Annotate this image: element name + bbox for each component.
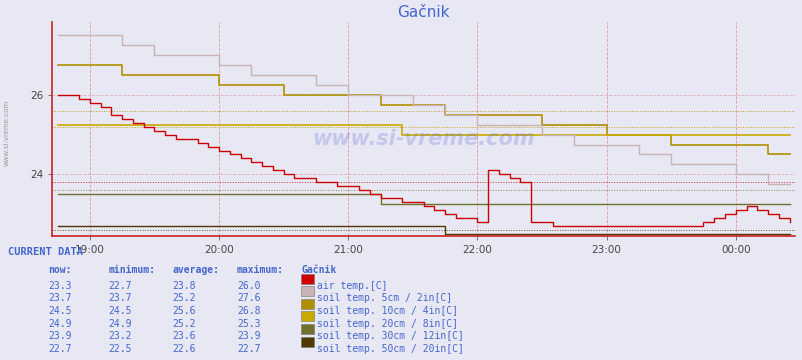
Text: soil temp. 50cm / 20in[C]: soil temp. 50cm / 20in[C] [317, 344, 464, 354]
Text: www.si-vreme.com: www.si-vreme.com [312, 129, 534, 149]
Title: Gačnik: Gačnik [397, 5, 449, 21]
Text: 22.7: 22.7 [237, 344, 260, 354]
Text: 26.0: 26.0 [237, 281, 260, 291]
Text: 24.9: 24.9 [48, 319, 71, 329]
Text: 23.8: 23.8 [172, 281, 196, 291]
Text: CURRENT DATA: CURRENT DATA [8, 247, 83, 257]
Text: 22.5: 22.5 [108, 344, 132, 354]
Text: 23.2: 23.2 [108, 331, 132, 341]
Text: 22.7: 22.7 [108, 281, 132, 291]
Text: minimum:: minimum: [108, 265, 156, 275]
Text: 22.6: 22.6 [172, 344, 196, 354]
Text: now:: now: [48, 265, 71, 275]
Text: www.si-vreme.com: www.si-vreme.com [3, 100, 10, 166]
Text: soil temp. 20cm / 8in[C]: soil temp. 20cm / 8in[C] [317, 319, 458, 329]
Text: 22.7: 22.7 [48, 344, 71, 354]
Text: 25.6: 25.6 [172, 306, 196, 316]
Text: soil temp. 30cm / 12in[C]: soil temp. 30cm / 12in[C] [317, 331, 464, 341]
Text: average:: average: [172, 265, 220, 275]
Text: 23.7: 23.7 [48, 293, 71, 303]
Text: Gačnik: Gačnik [301, 265, 336, 275]
Text: 23.7: 23.7 [108, 293, 132, 303]
Text: 25.2: 25.2 [172, 293, 196, 303]
Text: 23.3: 23.3 [48, 281, 71, 291]
Text: soil temp. 10cm / 4in[C]: soil temp. 10cm / 4in[C] [317, 306, 458, 316]
Text: 24.5: 24.5 [108, 306, 132, 316]
Text: maximum:: maximum: [237, 265, 284, 275]
Text: air temp.[C]: air temp.[C] [317, 281, 387, 291]
Text: 23.9: 23.9 [237, 331, 260, 341]
Text: 23.6: 23.6 [172, 331, 196, 341]
Text: 23.9: 23.9 [48, 331, 71, 341]
Text: 26.8: 26.8 [237, 306, 260, 316]
Text: 25.2: 25.2 [172, 319, 196, 329]
Text: 27.6: 27.6 [237, 293, 260, 303]
Text: 24.9: 24.9 [108, 319, 132, 329]
Text: 25.3: 25.3 [237, 319, 260, 329]
Text: soil temp. 5cm / 2in[C]: soil temp. 5cm / 2in[C] [317, 293, 452, 303]
Text: 24.5: 24.5 [48, 306, 71, 316]
